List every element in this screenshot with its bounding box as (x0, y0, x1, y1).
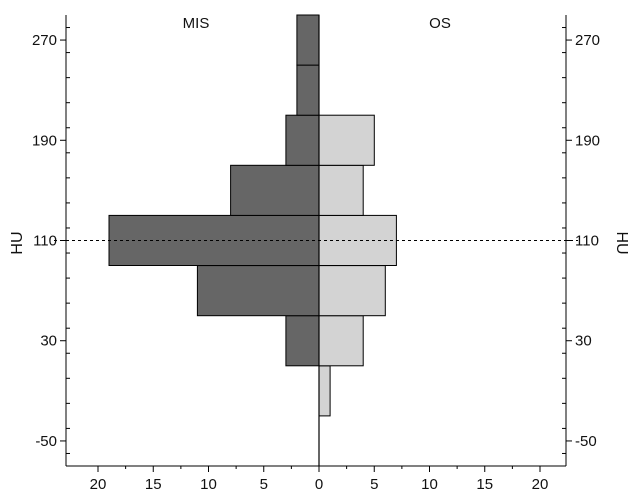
mis-bar (297, 15, 319, 65)
y-tick-label-right: 190 (575, 132, 600, 149)
series-label-os: OS (429, 15, 451, 32)
y-tick-label-right: 270 (575, 32, 600, 49)
x-tick-label: 20 (90, 476, 107, 493)
y-tick-label-left: 190 (32, 132, 57, 149)
os-bar (319, 366, 330, 416)
x-tick-label: 10 (421, 476, 438, 493)
y-tick-label-left: -50 (35, 433, 57, 450)
mis-bar (286, 115, 319, 165)
x-tick-label: 15 (476, 476, 493, 493)
os-bar (319, 115, 374, 165)
os-bar (319, 316, 363, 366)
x-tick-label: 15 (145, 476, 162, 493)
series-label-mis: MIS (183, 15, 210, 32)
os-bars (319, 115, 396, 416)
y-tick-label-right: 30 (575, 333, 592, 350)
mis-bar (286, 316, 319, 366)
x-tick-label: 0 (315, 476, 323, 493)
os-bar (319, 266, 385, 316)
x-tick-label: 20 (532, 476, 549, 493)
os-bar (319, 165, 363, 215)
y-tick-label-left: 110 (33, 233, 57, 250)
y-tick-label-right: -50 (575, 433, 597, 450)
mis-bars (109, 15, 319, 366)
mis-bar (197, 266, 319, 316)
x-tick-label: 10 (200, 476, 217, 493)
x-tick-label: 5 (370, 476, 378, 493)
y-axis-label-left: HU (9, 231, 26, 254)
y-tick-label-left: 270 (32, 32, 57, 49)
x-tick-label: 5 (260, 476, 268, 493)
mis-bar (297, 65, 319, 115)
y-tick-label-left: 30 (40, 333, 57, 350)
y-tick-label-right: 110 (575, 233, 599, 250)
mis-bar (231, 165, 319, 215)
y-axis-label-right: HU (613, 231, 629, 254)
